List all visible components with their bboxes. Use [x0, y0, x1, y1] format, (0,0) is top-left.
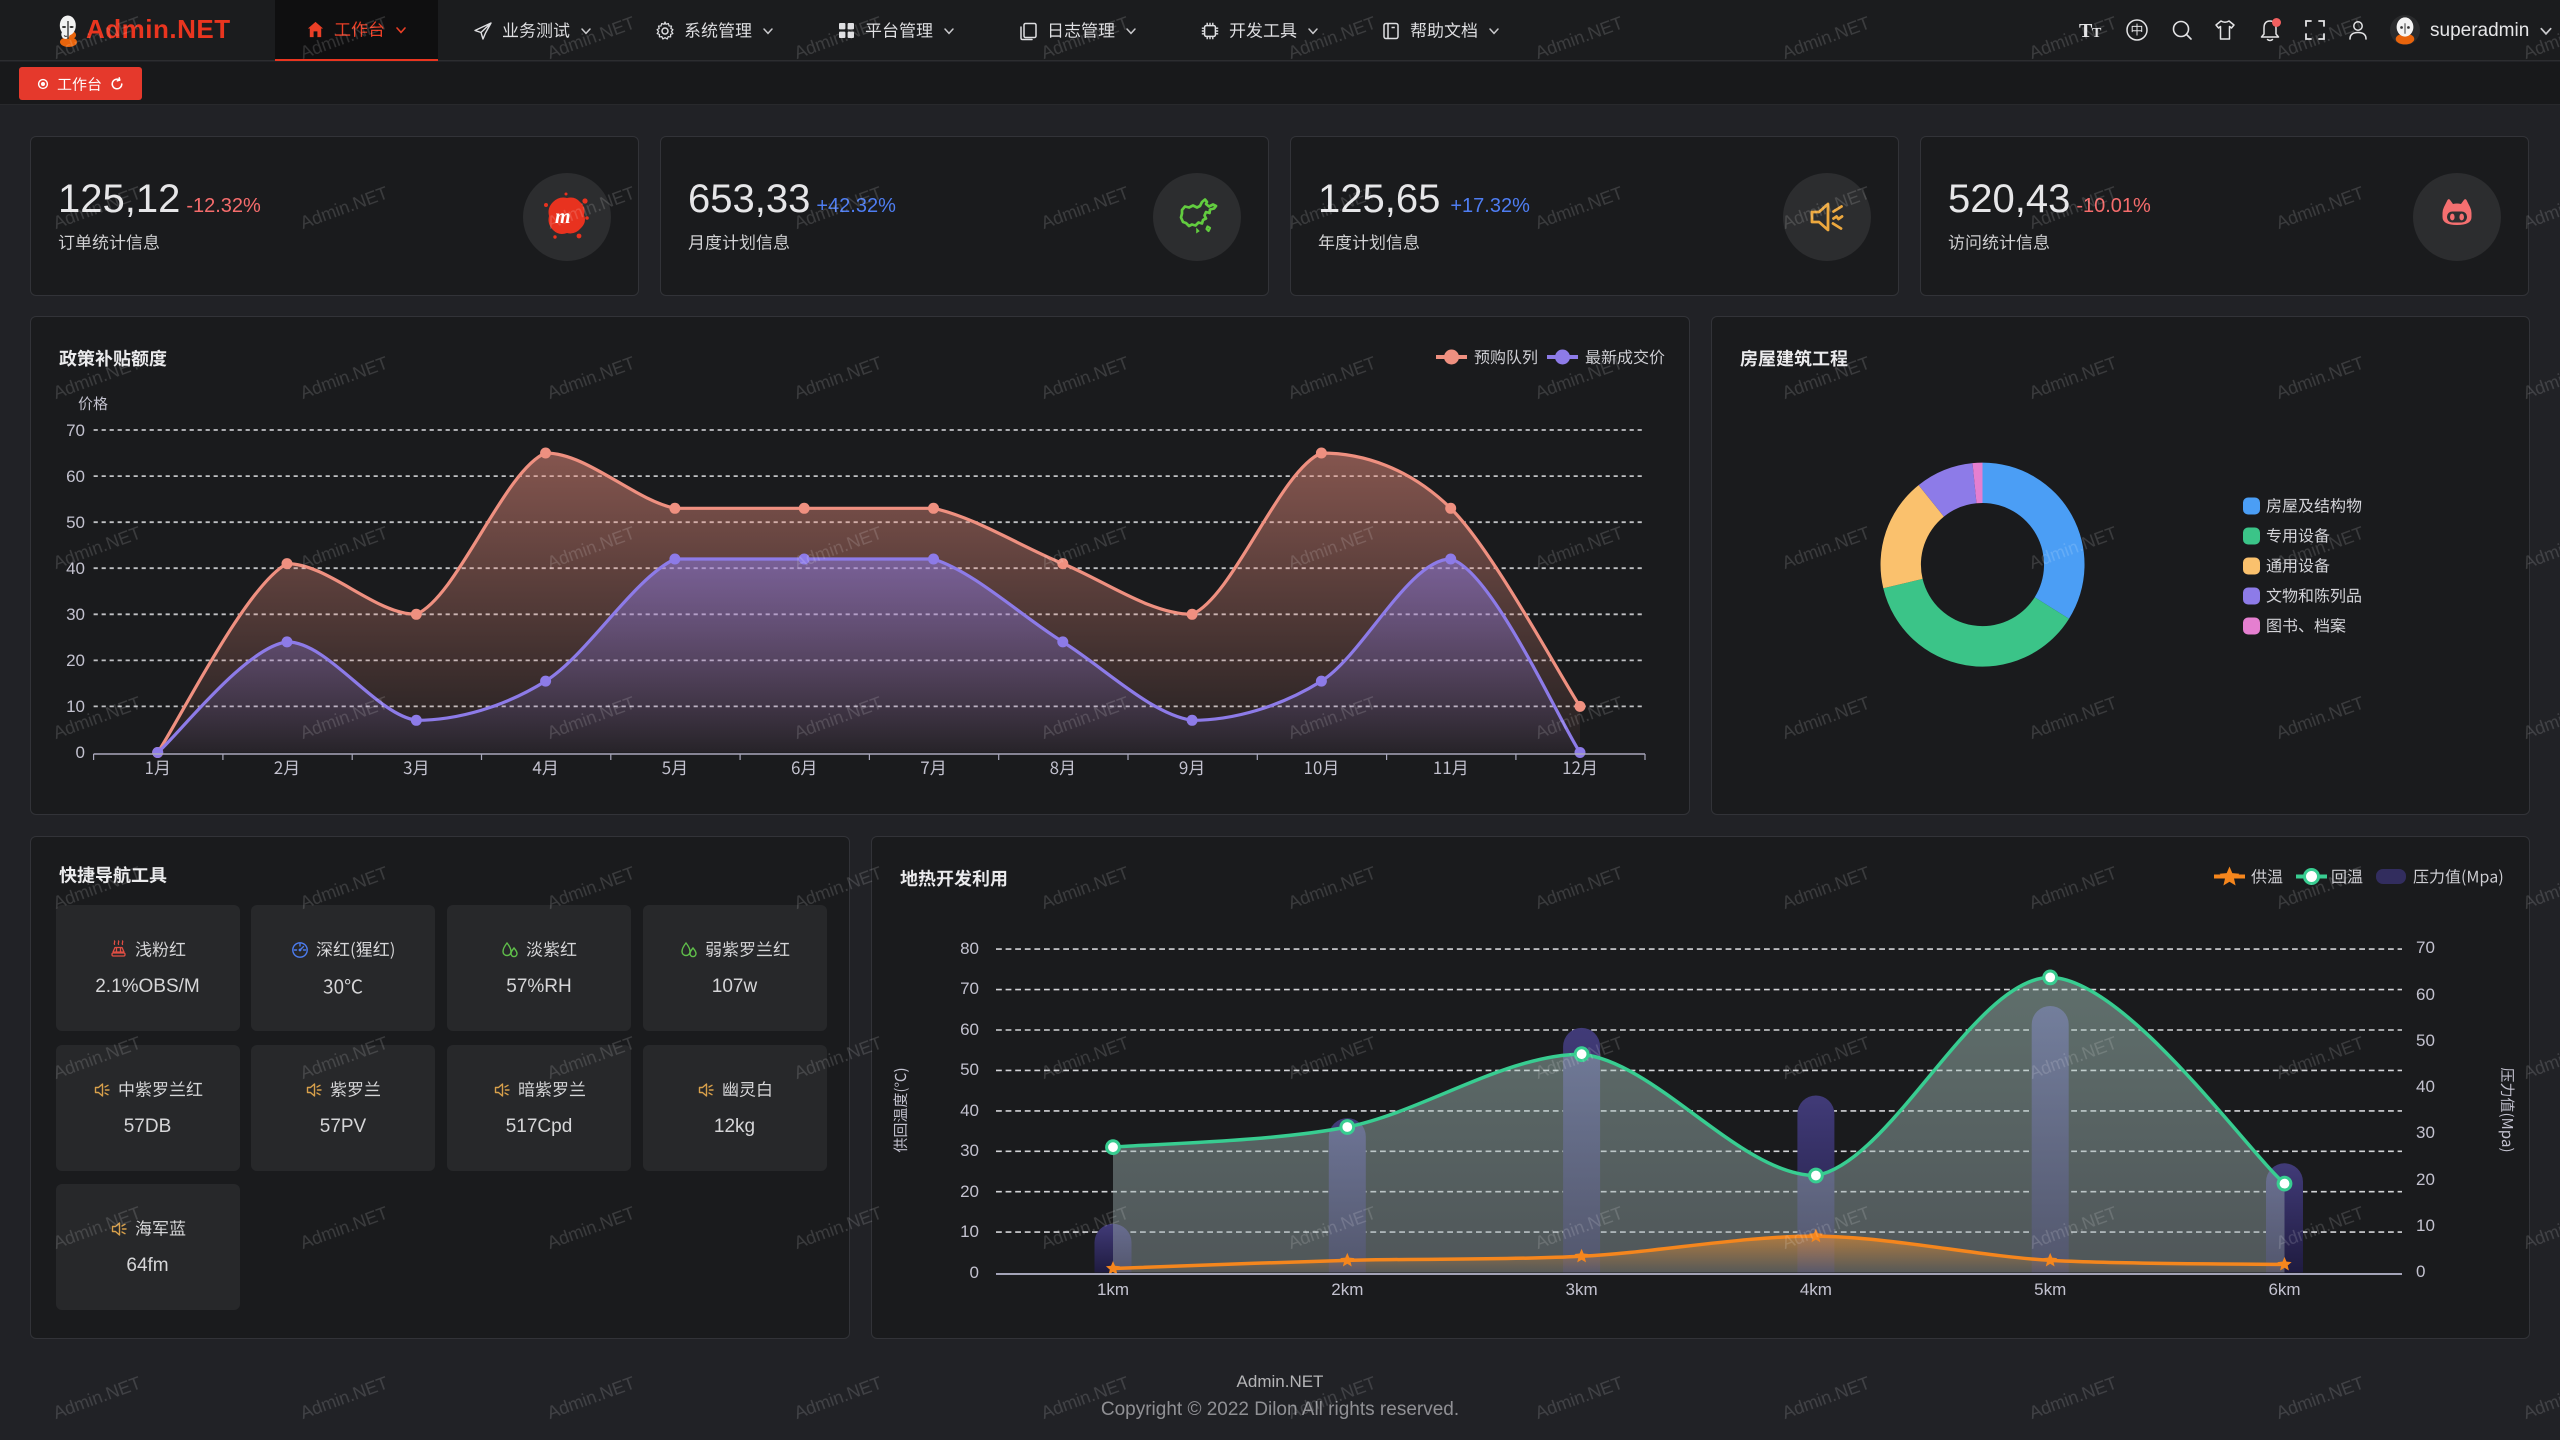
- svg-text:50: 50: [960, 1060, 979, 1079]
- svg-text:10: 10: [2416, 1216, 2435, 1235]
- svg-text:4km: 4km: [1800, 1280, 1832, 1299]
- svg-text:0: 0: [2416, 1262, 2425, 1281]
- svg-text:m: m: [555, 206, 571, 228]
- svg-text:5km: 5km: [2034, 1280, 2066, 1299]
- svg-text:50: 50: [2416, 1031, 2435, 1050]
- svg-text:30: 30: [960, 1141, 979, 1160]
- svg-text:80: 80: [960, 939, 979, 958]
- svg-text:0: 0: [76, 743, 85, 762]
- svg-text:40: 40: [2416, 1077, 2435, 1096]
- svg-text:70: 70: [2416, 938, 2435, 957]
- svg-text:10: 10: [960, 1222, 979, 1241]
- svg-text:60: 60: [2416, 985, 2435, 1004]
- svg-text:T: T: [2092, 26, 2102, 41]
- svg-text:1km: 1km: [1097, 1280, 1129, 1299]
- svg-text:70: 70: [960, 979, 979, 998]
- svg-text:60: 60: [66, 467, 85, 486]
- svg-text:2km: 2km: [1331, 1280, 1363, 1299]
- svg-text:40: 40: [66, 559, 85, 578]
- svg-text:30: 30: [2416, 1123, 2435, 1142]
- svg-text:10: 10: [66, 697, 85, 716]
- svg-text:50: 50: [66, 513, 85, 532]
- svg-text:3km: 3km: [1566, 1280, 1598, 1299]
- svg-text:6km: 6km: [2268, 1280, 2300, 1299]
- svg-text:60: 60: [960, 1020, 979, 1039]
- svg-text:T: T: [2079, 20, 2093, 42]
- svg-text:0: 0: [970, 1263, 979, 1282]
- svg-text:20: 20: [960, 1182, 979, 1201]
- svg-text:20: 20: [66, 651, 85, 670]
- svg-text:40: 40: [960, 1101, 979, 1120]
- svg-text:30: 30: [66, 605, 85, 624]
- svg-text:70: 70: [66, 421, 85, 440]
- svg-text:20: 20: [2416, 1170, 2435, 1189]
